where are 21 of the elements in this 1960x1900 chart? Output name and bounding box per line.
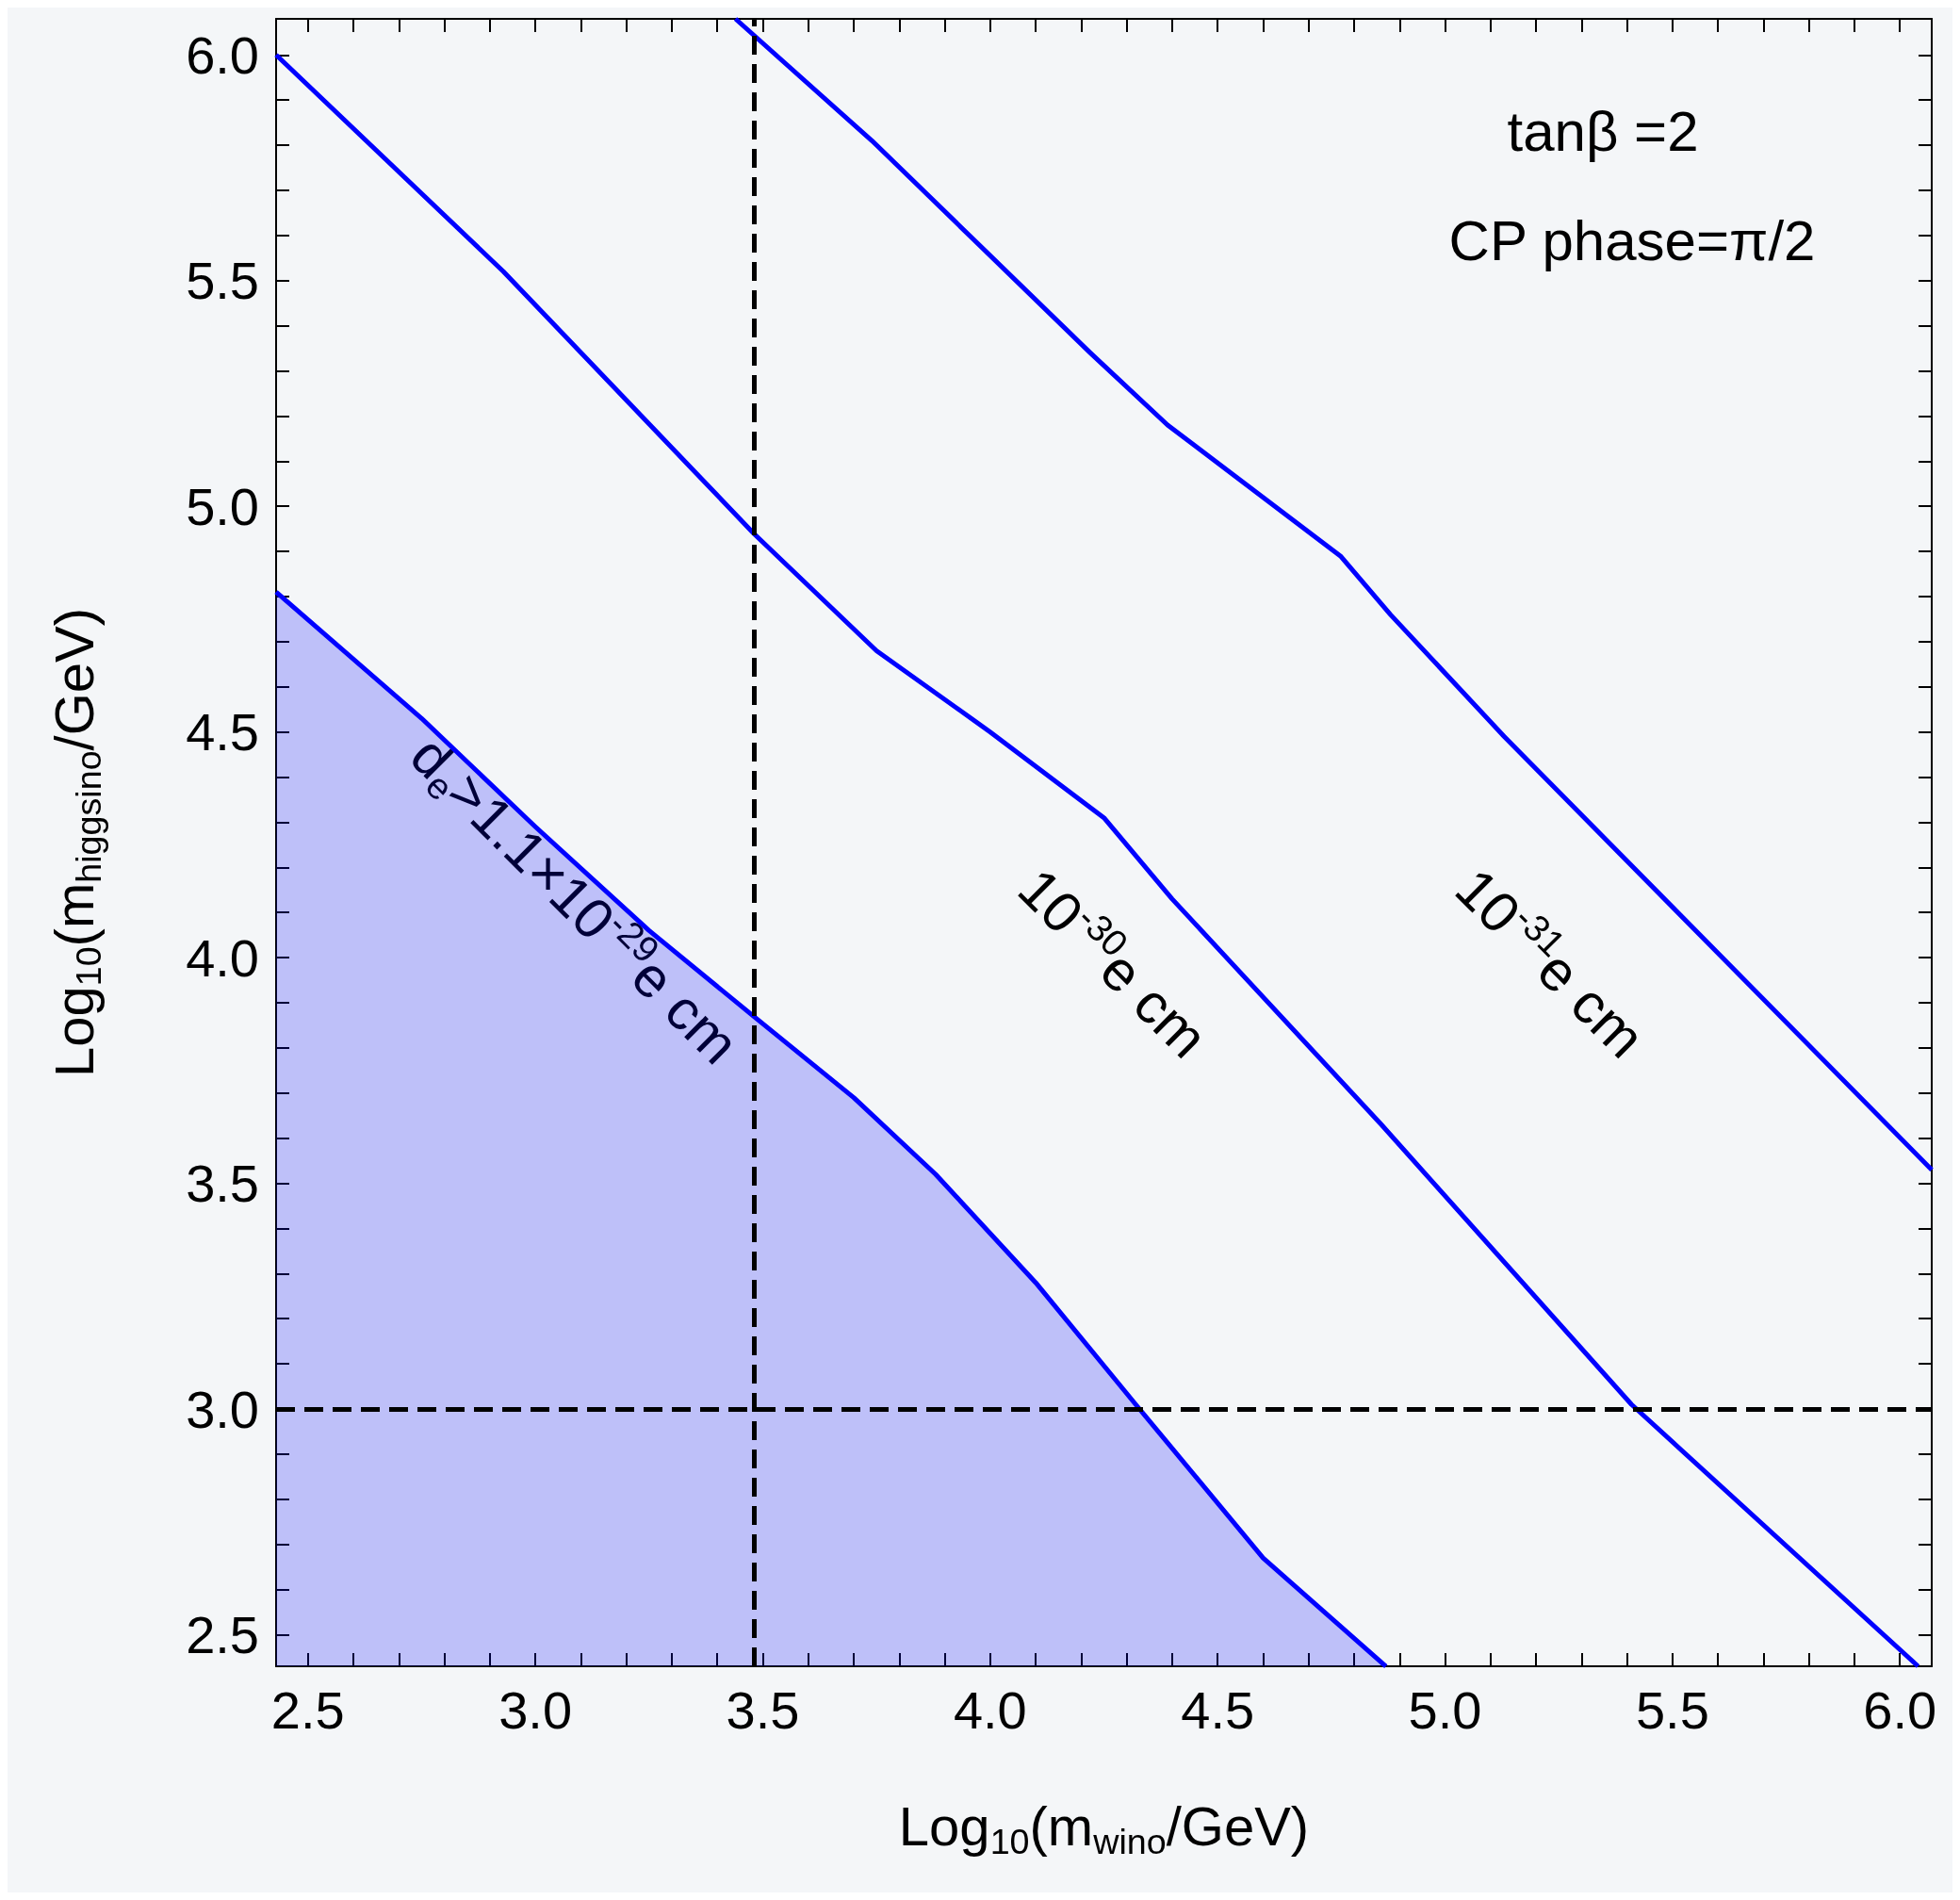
y-tick-label: 3.5 <box>186 1154 259 1214</box>
y-tick-label: 6.0 <box>186 25 259 85</box>
y-tick-label: 3.0 <box>186 1379 259 1439</box>
x-tick-label: 6.0 <box>1863 1679 1937 1740</box>
x-tick-label: 2.5 <box>270 1679 345 1740</box>
x-tick-label: 5.0 <box>1408 1679 1482 1740</box>
annotation: CP phase=π/2 <box>1448 208 1816 272</box>
x-tick-label: 5.5 <box>1635 1679 1709 1740</box>
x-tick-label: 4.0 <box>953 1679 1027 1740</box>
x-tick-label: 3.0 <box>498 1679 573 1740</box>
annotation: 10-31e cm <box>1443 856 1658 1071</box>
annotation: 10-30e cm <box>1005 856 1220 1071</box>
x-tick-label: 3.5 <box>726 1679 800 1740</box>
y-tick-label: 4.0 <box>186 927 259 988</box>
y-tick-label: 2.5 <box>186 1604 259 1664</box>
y-tick-label: 5.0 <box>186 476 259 536</box>
y-tick-label: 5.5 <box>186 251 259 311</box>
x-tick-label: 4.5 <box>1181 1679 1255 1740</box>
y-axis-title: Log10(mhiggsino/GeV) <box>42 607 108 1078</box>
y-tick-label: 4.5 <box>186 702 259 762</box>
annotation: tanβ =2 <box>1507 99 1699 163</box>
